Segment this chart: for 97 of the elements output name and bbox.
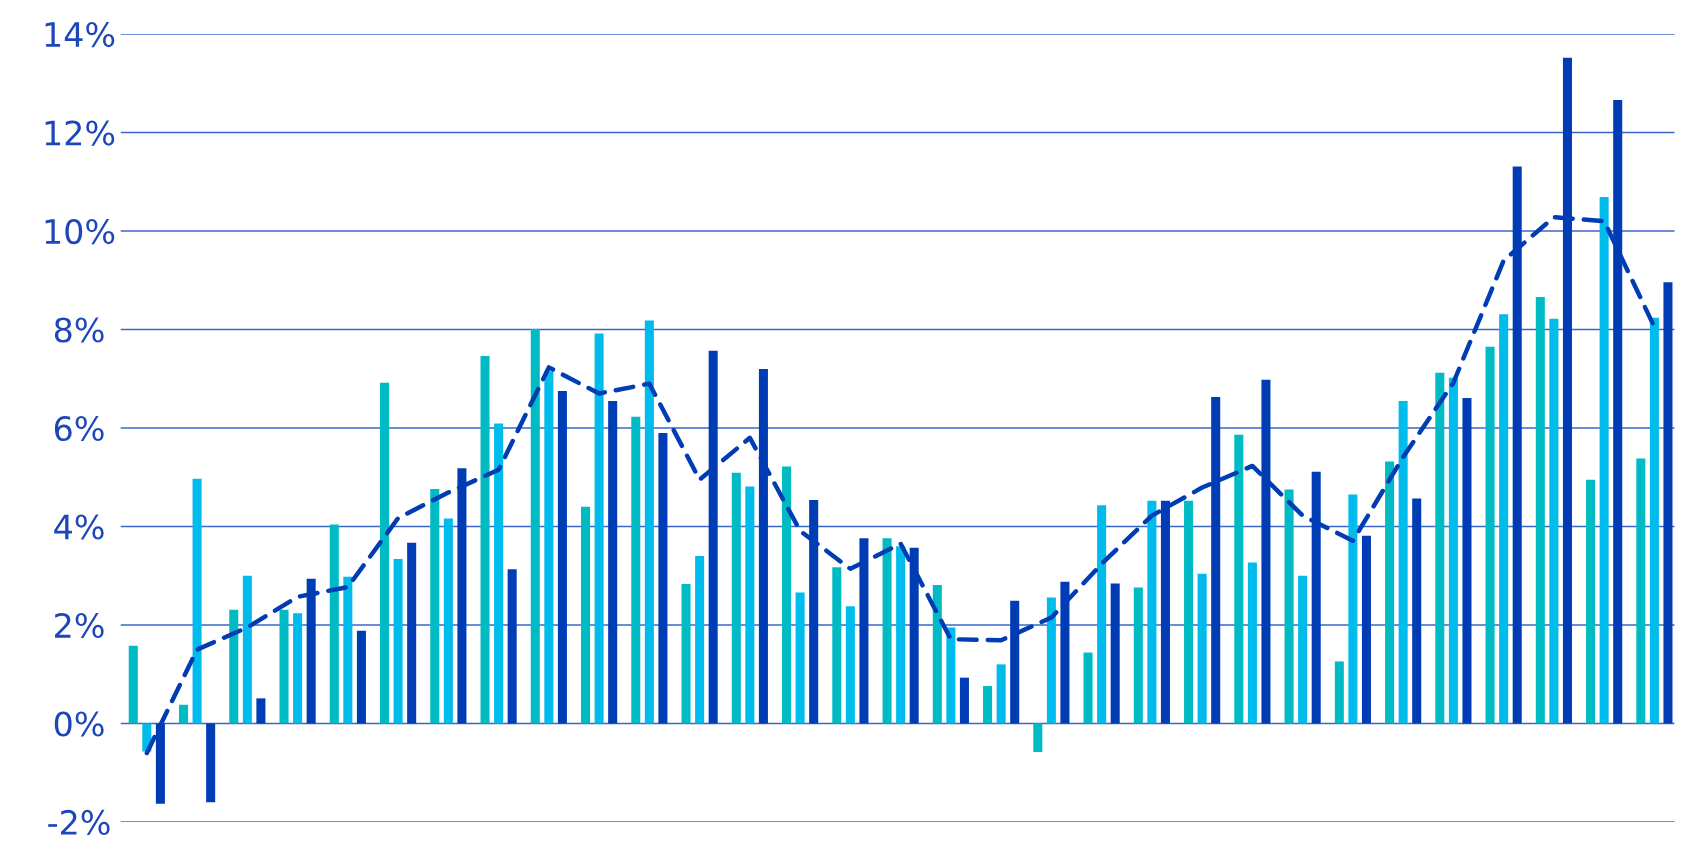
bar [494, 423, 504, 724]
bar [1334, 661, 1344, 724]
bar [983, 686, 993, 724]
bar [1649, 317, 1659, 724]
bar [480, 356, 490, 724]
bar [1586, 479, 1596, 724]
bar [1311, 471, 1321, 724]
bar [1462, 397, 1472, 724]
bar [594, 333, 604, 724]
bar [1636, 458, 1646, 724]
bar [731, 472, 741, 724]
bar [544, 371, 554, 724]
bar [1348, 494, 1358, 724]
bar [279, 609, 289, 724]
bar [178, 704, 189, 724]
bar [695, 556, 705, 724]
bar [681, 584, 691, 724]
bar [1535, 296, 1545, 724]
bar [832, 567, 842, 724]
bar [1010, 600, 1020, 724]
bar [1261, 379, 1271, 724]
bar [430, 489, 440, 724]
bar [782, 466, 792, 724]
bar [1234, 434, 1244, 724]
bar [1499, 314, 1509, 724]
bar [1184, 500, 1194, 724]
bar [1549, 318, 1559, 724]
bar [1147, 500, 1157, 724]
bar [256, 698, 266, 724]
bar [329, 524, 339, 724]
y-tick-label: 12% [45, 120, 115, 146]
bar [1046, 597, 1056, 724]
y-tick-label: 2% [55, 612, 104, 639]
bar [380, 382, 390, 724]
y-tick-label: 8% [54, 317, 104, 343]
y-tick-label: 0% [54, 711, 104, 737]
bar [959, 677, 969, 724]
bar [206, 723, 216, 803]
bar [229, 609, 239, 724]
bar [128, 645, 138, 724]
bar [1412, 498, 1422, 724]
bar [1033, 723, 1043, 753]
bar [845, 606, 855, 724]
bar [996, 664, 1006, 724]
bar [1133, 587, 1143, 724]
bar [242, 575, 252, 724]
bar [343, 576, 353, 724]
y-tick-label: -2% [48, 809, 110, 836]
y-tick-label: 10% [45, 218, 115, 245]
bar [1097, 505, 1107, 724]
bar [192, 478, 202, 724]
bar [644, 320, 654, 724]
bar [795, 592, 805, 724]
bar [1284, 489, 1294, 724]
bar [896, 546, 906, 724]
bar [1298, 575, 1308, 724]
bar [356, 630, 366, 724]
bar [530, 328, 540, 724]
bar [932, 585, 942, 724]
bar [658, 432, 668, 724]
bar [946, 627, 956, 724]
bar [1247, 562, 1257, 724]
bar [1398, 400, 1408, 724]
bar [457, 468, 467, 724]
bar [631, 416, 641, 724]
bar [507, 569, 517, 724]
bar [809, 499, 819, 724]
bar [1448, 377, 1458, 724]
y-tick-label: 14% [45, 21, 115, 48]
bar [557, 391, 567, 724]
bar [608, 400, 618, 724]
bar [306, 578, 316, 724]
bar [393, 558, 403, 724]
bar [1060, 581, 1070, 724]
bar [293, 613, 303, 724]
bar [407, 542, 417, 724]
y-tick-label: 4% [54, 514, 104, 540]
bar [443, 518, 453, 724]
bar [1211, 396, 1221, 724]
bar [758, 368, 768, 724]
bar [1485, 346, 1495, 724]
bar [1385, 461, 1395, 724]
bar [708, 350, 718, 724]
bar [859, 538, 869, 724]
bar [1197, 573, 1207, 724]
bar [882, 538, 892, 724]
bar [1435, 372, 1445, 724]
y-tick-label: 6% [54, 415, 104, 442]
bar [1599, 197, 1609, 724]
bar [1160, 500, 1170, 724]
bar [1361, 535, 1371, 724]
bar [1663, 282, 1673, 724]
bar [1110, 583, 1120, 724]
bar [581, 506, 591, 724]
bar [1083, 652, 1093, 724]
bar [909, 547, 919, 724]
bar [745, 486, 755, 724]
